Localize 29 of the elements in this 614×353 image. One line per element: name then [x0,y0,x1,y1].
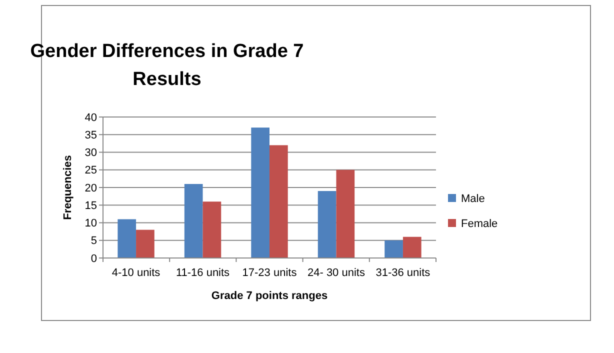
x-tick-label: 17-23 units [242,267,298,279]
y-tick-label: 10 [84,218,97,230]
bar [118,219,136,258]
bar [184,184,203,258]
y-tick-label: 5 [90,235,97,248]
bar [202,202,222,258]
y-tick-label: 25 [84,164,97,177]
y-tick-label: 30 [84,147,97,160]
x-tick-label: 31-36 units [376,267,431,279]
legend-label: Female [461,218,498,230]
y-tick-label: 20 [84,182,97,194]
bar [270,145,288,258]
y-tick-label: 0 [90,252,97,265]
x-axis-title: Grade 7 points ranges [211,290,328,302]
x-tick-label: 11-16 units [176,267,230,279]
y-tick-label: 35 [84,129,97,142]
bar [318,191,336,258]
y-tick-label: 40 [84,112,97,124]
y-tick-label: 15 [84,200,97,212]
bar [384,240,403,258]
chart-title: Gender Differences in Grade 7 Results [30,41,304,90]
bar [402,236,422,258]
y-axis-title: Frequencies [62,155,74,220]
bar [136,230,154,258]
bar [336,170,355,258]
legend-label: Male [461,192,485,205]
bar [251,128,270,258]
x-tick-label: 4-10 units [112,267,161,279]
x-tick-label: 24- 30 units [307,267,366,279]
